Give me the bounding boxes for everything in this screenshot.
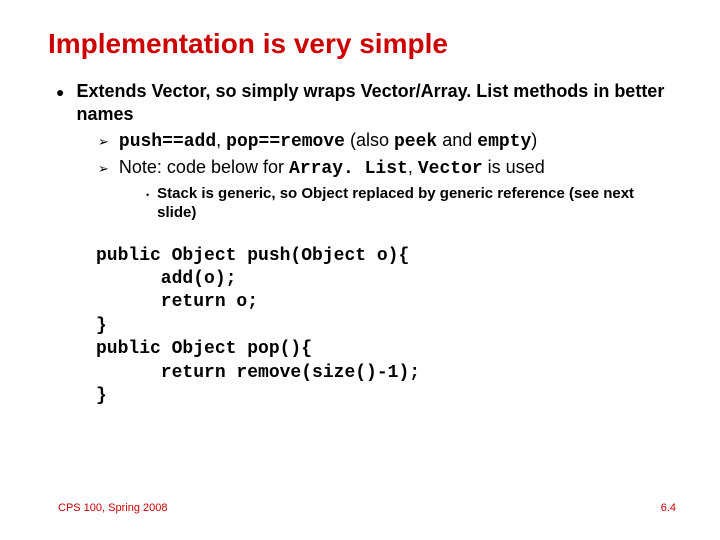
code-inline: push==add — [119, 132, 216, 152]
bullet-level1: ● Extends Vector, so simply wraps Vector… — [56, 80, 672, 127]
text-inline: , — [216, 130, 226, 150]
bullet-text: Note: code below for Array. List, Vector… — [119, 156, 545, 181]
bullet-level2: ➢ push==add, pop==remove (also peek and … — [98, 129, 672, 154]
bullet-dot-icon: ● — [56, 84, 64, 100]
code-inline: Vector — [418, 159, 483, 179]
bullet-arrow-icon: ➢ — [98, 134, 109, 150]
footer-page-number: 6.4 — [661, 502, 676, 514]
bullet-arrow-icon: ➢ — [98, 161, 109, 177]
bullet-level3: • Stack is generic, so Object replaced b… — [146, 184, 672, 223]
bullet-text: push==add, pop==remove (also peek and em… — [119, 129, 537, 154]
bullet-text: Stack is generic, so Object replaced by … — [157, 184, 672, 223]
bullet-level2: ➢ Note: code below for Array. List, Vect… — [98, 156, 672, 181]
code-block: public Object push(Object o){ add(o); re… — [96, 245, 672, 409]
text-inline: ) — [531, 130, 537, 150]
code-inline: empty — [477, 132, 531, 152]
text-inline: Note: code below for — [119, 157, 289, 177]
bullet-text: Extends Vector, so simply wraps Vector/A… — [76, 80, 672, 127]
slide-title: Implementation is very simple — [48, 28, 672, 60]
text-inline: (also — [345, 130, 394, 150]
code-inline: Array. List — [289, 159, 408, 179]
text-inline: is used — [483, 157, 545, 177]
footer-course: CPS 100, Spring 2008 — [58, 502, 167, 514]
bullet-mini-icon: • — [146, 190, 149, 200]
text-inline: , — [408, 157, 418, 177]
text-inline: and — [437, 130, 477, 150]
code-inline: peek — [394, 132, 437, 152]
code-inline: pop==remove — [226, 132, 345, 152]
